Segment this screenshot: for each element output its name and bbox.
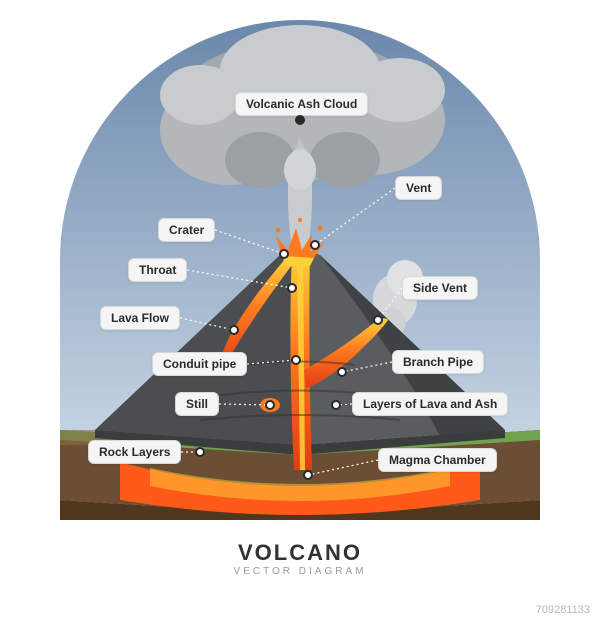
diagram-title: VOLCANO — [0, 540, 600, 566]
marker-branch — [337, 367, 347, 377]
marker-ash-cloud — [295, 115, 305, 125]
label-crater: Crater — [158, 218, 215, 242]
image-id: 709281133 — [536, 604, 590, 616]
diagram-subtitle: VECTOR DIAGRAM — [0, 566, 600, 577]
marker-side-vent — [373, 315, 383, 325]
marker-throat — [287, 283, 297, 293]
label-side-vent: Side Vent — [402, 276, 478, 300]
label-lava-flow: Lava Flow — [100, 306, 180, 330]
label-still: Still — [175, 392, 219, 416]
marker-magma — [303, 470, 313, 480]
label-throat: Throat — [128, 258, 187, 282]
label-rock-layers: Rock Layers — [88, 440, 181, 464]
label-vent: Vent — [395, 176, 442, 200]
marker-crater — [279, 249, 289, 259]
diagram-stage: Volcanic Ash Cloud Vent Crater Throat Side V… — [0, 0, 600, 620]
marker-lava-flow — [229, 325, 239, 335]
marker-still — [265, 400, 275, 410]
label-conduit: Conduit pipe — [152, 352, 247, 376]
marker-vent — [310, 240, 320, 250]
label-ash-cloud: Volcanic Ash Cloud — [235, 92, 368, 116]
marker-rock-layers — [195, 447, 205, 457]
label-branch: Branch Pipe — [392, 350, 484, 374]
marker-layers — [331, 400, 341, 410]
label-magma: Magma Chamber — [378, 448, 497, 472]
label-layers: Layers of Lava and Ash — [352, 392, 508, 416]
marker-conduit — [291, 355, 301, 365]
